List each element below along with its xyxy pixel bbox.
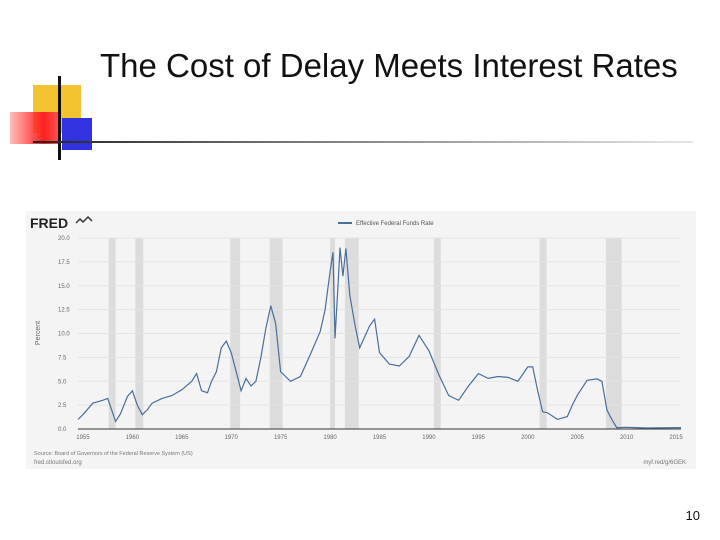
x-tick-label: 2010	[620, 435, 634, 441]
x-tick-label: 2015	[669, 435, 683, 441]
chart-canvas: FRED Effective Federal Funds Rate Percen…	[30, 215, 686, 466]
y-tick-label: 5.0	[58, 379, 67, 385]
y-tick-label: 20.0	[58, 236, 70, 242]
x-tick-label: 1970	[225, 435, 239, 441]
y-tick-label: 12.5	[58, 308, 70, 314]
slide-title: The Cost of Delay Meets Interest Rates	[100, 47, 678, 84]
y-tick-label: 17.5	[58, 260, 70, 266]
decor-vertical-line	[58, 76, 61, 160]
series-line-effective-fed-funds	[77, 247, 682, 429]
source-note: Source: Board of Governors of the Federa…	[34, 451, 193, 457]
fred-site: fred.stlouisfed.org	[34, 460, 82, 466]
title-underline	[33, 141, 693, 143]
y-tick-label: 10.0	[58, 332, 70, 338]
x-tick-label: 1980	[323, 435, 337, 441]
x-tick-label: 1960	[126, 435, 140, 441]
y-tick-labels: 0.0 2.5 5.0 7.5 10.0 12.5 15.0 17.5 20.0	[58, 236, 70, 433]
fred-logo: FRED	[30, 215, 68, 231]
x-tick-label: 1985	[373, 435, 387, 441]
fred-chart: FRED Effective Federal Funds Rate Percen…	[26, 211, 696, 469]
x-tick-label: 1965	[175, 435, 189, 441]
decor-red-bar	[10, 112, 58, 144]
x-tick-label: 1990	[422, 435, 436, 441]
grid-lines	[78, 237, 681, 406]
legend-label: Effective Federal Funds Rate	[356, 221, 434, 227]
y-tick-label: 7.5	[58, 355, 67, 361]
page-number: 10	[685, 508, 700, 523]
x-tick-label: 1995	[472, 435, 486, 441]
y-tick-label: 15.0	[58, 284, 70, 290]
fred-logo-graph-icon	[75, 215, 93, 224]
y-axis-label: Percent	[35, 321, 42, 345]
y-tick-label: 2.5	[58, 403, 67, 409]
short-url: myf.red/g/6GEK	[643, 460, 686, 466]
y-tick-label: 0.0	[58, 427, 67, 433]
x-tick-label: 2000	[521, 435, 535, 441]
x-tick-label: 1955	[76, 435, 90, 441]
decor-blue-square	[62, 118, 92, 150]
x-tick-label: 2005	[571, 435, 585, 441]
x-tick-labels: 1955 1960 1965 1970 1975 1980 1985 1990 1995 2000…	[76, 435, 683, 441]
x-tick-label: 1975	[274, 435, 288, 441]
